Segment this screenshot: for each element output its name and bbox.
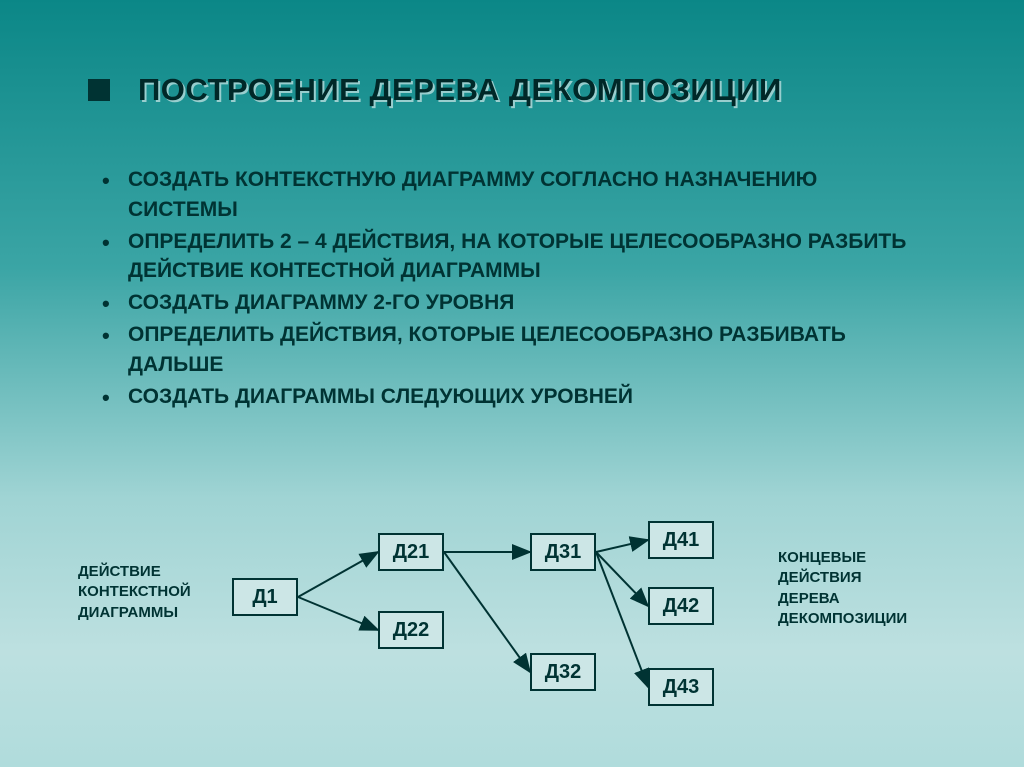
left-caption: ДЕЙСТВИЕКОНТЕКСТНОЙДИАГРАММЫ: [78, 562, 191, 623]
tree-node-d32: Д32: [530, 653, 596, 691]
title-bullet-icon: [88, 79, 110, 101]
tree-node-d31: Д31: [530, 533, 596, 571]
right-caption: КОНЦЕВЫЕДЕЙСТВИЯДЕРЕВАДЕКОМПОЗИЦИИ: [778, 548, 907, 629]
bullet-item: СОЗДАТЬ КОНТЕКСТНУЮ ДИАГРАММУ СОГЛАСНО Н…: [96, 165, 926, 225]
bullet-item: СОЗДАТЬ ДИАГРАММУ 2-ГО УРОВНЯ: [96, 288, 926, 318]
slide-title: ПОСТРОЕНИЕ ДЕРЕВА ДЕКОМПОЗИЦИИ: [138, 72, 782, 108]
bullet-list: СОЗДАТЬ КОНТЕКСТНУЮ ДИАГРАММУ СОГЛАСНО Н…: [96, 165, 926, 414]
tree-node-d42: Д42: [648, 587, 714, 625]
bullet-item: СОЗДАТЬ ДИАГРАММЫ СЛЕДУЮЩИХ УРОВНЕЙ: [96, 382, 926, 412]
tree-node-d41: Д41: [648, 521, 714, 559]
tree-node-d21: Д21: [378, 533, 444, 571]
tree-node-d22: Д22: [378, 611, 444, 649]
slide-title-row: ПОСТРОЕНИЕ ДЕРЕВА ДЕКОМПОЗИЦИИ: [88, 72, 782, 108]
tree-node-d1: Д1: [232, 578, 298, 616]
tree-node-d43: Д43: [648, 668, 714, 706]
bullet-item: ОПРЕДЕЛИТЬ 2 – 4 ДЕЙСТВИЯ, НА КОТОРЫЕ ЦЕ…: [96, 227, 926, 287]
bullet-item: ОПРЕДЕЛИТЬ ДЕЙСТВИЯ, КОТОРЫЕ ЦЕЛЕСООБРАЗ…: [96, 320, 926, 380]
